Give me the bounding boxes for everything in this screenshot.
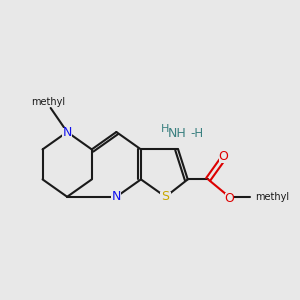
- Text: S: S: [161, 190, 169, 203]
- Text: NH: NH: [167, 127, 186, 140]
- Text: O: O: [224, 192, 234, 205]
- Bar: [160, 192, 171, 201]
- Text: O: O: [218, 150, 228, 164]
- Text: -H: -H: [190, 127, 203, 140]
- Text: N: N: [112, 190, 121, 203]
- Text: N: N: [62, 125, 72, 139]
- Bar: [62, 128, 72, 136]
- Bar: [219, 154, 228, 163]
- Text: H: H: [161, 124, 170, 134]
- Bar: [225, 193, 234, 201]
- Text: methyl: methyl: [31, 97, 65, 106]
- Text: methyl: methyl: [256, 192, 290, 202]
- Bar: [111, 192, 122, 201]
